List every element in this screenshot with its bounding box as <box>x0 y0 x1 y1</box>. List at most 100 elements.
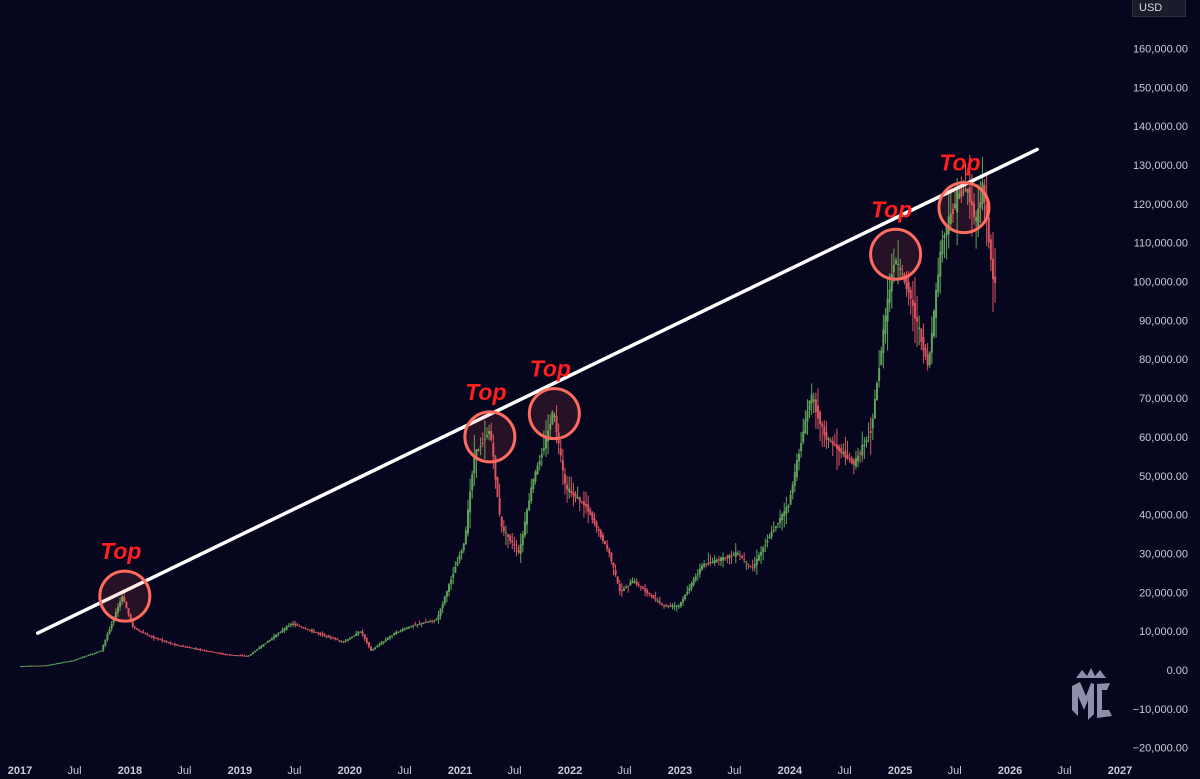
candle-body <box>823 426 826 436</box>
candle-body <box>302 627 305 629</box>
candle-body <box>551 412 554 425</box>
candle-body <box>224 653 227 655</box>
candle-body <box>460 550 463 554</box>
candle-body <box>393 632 396 636</box>
candle-body <box>475 449 478 460</box>
candle-body <box>429 621 432 623</box>
candle-body <box>477 449 480 451</box>
candle-body <box>641 587 644 590</box>
top-markers: Top Top Top Top Top <box>98 150 991 623</box>
candle-body <box>403 628 406 630</box>
candle-body <box>869 430 872 434</box>
candle-body <box>74 659 77 661</box>
candle-body <box>104 639 107 646</box>
candle-body <box>51 664 54 666</box>
candle-body <box>270 638 273 640</box>
candle-body <box>840 448 843 454</box>
candle-body <box>159 639 162 641</box>
candle-body <box>199 649 202 651</box>
candle-body <box>639 586 642 588</box>
candle-body <box>646 590 649 594</box>
candle-body <box>627 585 630 587</box>
candle-body <box>298 625 301 627</box>
x-tick-label: 2020 <box>338 765 362 777</box>
candle-body <box>485 435 488 437</box>
candle-body <box>850 457 853 464</box>
candle-body <box>43 665 46 667</box>
candle-body <box>277 633 280 635</box>
candle-body <box>857 455 860 462</box>
y-tick-label: −10,000.00 <box>1133 704 1188 716</box>
candle-body <box>254 650 257 653</box>
candle-body <box>871 418 874 429</box>
candle-body <box>509 535 512 542</box>
candle-body <box>625 587 628 589</box>
y-tick-label: 10,000.00 <box>1139 626 1188 638</box>
candle-body <box>129 614 132 621</box>
candle-body <box>606 544 609 550</box>
candle-body <box>631 580 634 584</box>
x-tick-label: Jul <box>1058 765 1072 777</box>
x-tick-label: 2023 <box>668 765 692 777</box>
candle-body <box>922 337 925 351</box>
candle-body <box>650 594 653 596</box>
candle-body <box>182 645 185 647</box>
x-tick-label: Jul <box>398 765 412 777</box>
y-tick-label: 120,000.00 <box>1133 199 1188 211</box>
candle-body <box>157 638 160 640</box>
candle-body <box>216 652 219 654</box>
candle-body <box>388 636 391 639</box>
candle-body <box>135 628 138 630</box>
candle-body <box>342 641 345 643</box>
candle-body <box>669 605 672 607</box>
candle-body <box>338 640 341 642</box>
candle-body <box>553 414 556 418</box>
candle-body <box>882 329 885 354</box>
candle-body <box>764 544 767 546</box>
candle-body <box>532 479 535 489</box>
candle-body <box>785 506 788 514</box>
candle-body <box>285 626 288 630</box>
y-tick-label: 90,000.00 <box>1139 315 1188 327</box>
currency-badge[interactable]: USD <box>1132 0 1186 17</box>
candle-body <box>361 631 364 635</box>
candle-body <box>888 289 891 303</box>
candle-body <box>610 552 613 562</box>
candle-body <box>114 612 117 619</box>
candle-body <box>711 561 714 563</box>
x-tick-label: 2019 <box>228 765 252 777</box>
candle-body <box>26 665 29 667</box>
candle-body <box>582 501 585 506</box>
candle-body <box>747 563 750 565</box>
candle-body <box>743 559 746 561</box>
candle-body <box>831 441 834 445</box>
x-tick-label: 2027 <box>1108 765 1132 777</box>
candle-body <box>635 581 638 585</box>
candle-body <box>555 416 558 433</box>
candle-body <box>317 632 320 634</box>
candle-body <box>119 601 122 608</box>
candle-body <box>351 636 354 638</box>
candle-body <box>709 562 712 564</box>
candle-body <box>365 638 368 643</box>
candle-body <box>930 333 933 353</box>
candle-body <box>422 622 425 624</box>
candle-body <box>848 458 851 460</box>
candle-body <box>38 665 41 667</box>
candle-body <box>473 455 476 474</box>
candle-body <box>203 650 206 652</box>
candle-body <box>873 399 876 419</box>
candle-body <box>580 501 583 503</box>
candle-body <box>386 637 389 640</box>
candle-body <box>770 531 773 537</box>
candle-body <box>500 516 503 527</box>
candle-body <box>323 634 326 636</box>
candle-body <box>79 657 82 659</box>
candle-body <box>703 563 706 567</box>
candle-body <box>142 631 145 634</box>
trendline[interactable] <box>36 147 1039 635</box>
candle-body <box>941 239 944 255</box>
candle-body <box>110 623 113 629</box>
candle-body <box>87 654 90 656</box>
